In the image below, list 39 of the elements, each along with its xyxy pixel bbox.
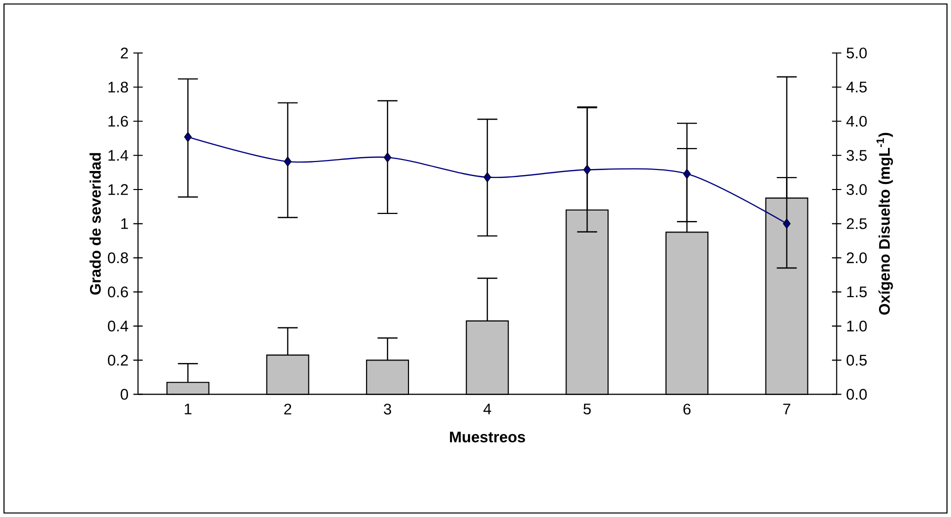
y-tick-label: 1.4: [108, 150, 128, 161]
point: [284, 156, 292, 167]
y-tick-label: 1.8: [108, 82, 128, 93]
y2-tick-label: 5.0: [846, 48, 867, 58]
x-tick-label: 5: [583, 404, 591, 414]
y2-tick-label: 2.5: [846, 218, 867, 230]
point: [583, 164, 591, 175]
x-tick-label: 6: [683, 404, 691, 415]
y2-axis-title: Oxígeno Disuelto (mgL$^{-1}$): [876, 132, 893, 315]
x-tick-label: 1: [184, 404, 192, 414]
y2-tick-label: 1.0: [847, 320, 867, 332]
x-tick-label: 4: [483, 404, 492, 414]
y-axis-title: Grado de severidad: [90, 153, 101, 295]
y2-tick-label: 4.5: [846, 82, 867, 92]
point: [683, 168, 691, 179]
point: [782, 218, 791, 229]
y-tick-label: 0.6: [108, 286, 128, 298]
y-tick-label: 2: [120, 48, 128, 58]
y-tick-label: 1.2: [108, 184, 128, 195]
y2-tick-label: 3.5: [846, 150, 867, 161]
y-tick-label: 0.4: [108, 320, 128, 332]
x-tick-label: 2: [284, 404, 292, 414]
y-tick-label: 1: [121, 218, 128, 229]
y-tick-label: 0.2: [108, 354, 128, 366]
y-tick-label: 1.6: [108, 116, 128, 127]
y-tick-label: 0.8: [108, 252, 128, 264]
y2-tick-label: 1.5: [847, 286, 867, 298]
y2-tick-label: 4.0: [846, 116, 867, 127]
x-tick-label: 7: [783, 404, 790, 414]
x-tick-label: 3: [384, 404, 392, 415]
x-axis-title: Muestreos: [450, 432, 526, 442]
y-tick-label: 0: [120, 388, 128, 400]
y2-tick-label: 0.0: [846, 388, 867, 400]
point: [384, 152, 392, 162]
point: [484, 172, 492, 182]
y2-tick-label: 0.5: [846, 354, 867, 366]
point: [184, 132, 192, 142]
y2-tick-label: 3.0: [846, 184, 867, 195]
y2-tick-label: 2.0: [846, 252, 867, 264]
